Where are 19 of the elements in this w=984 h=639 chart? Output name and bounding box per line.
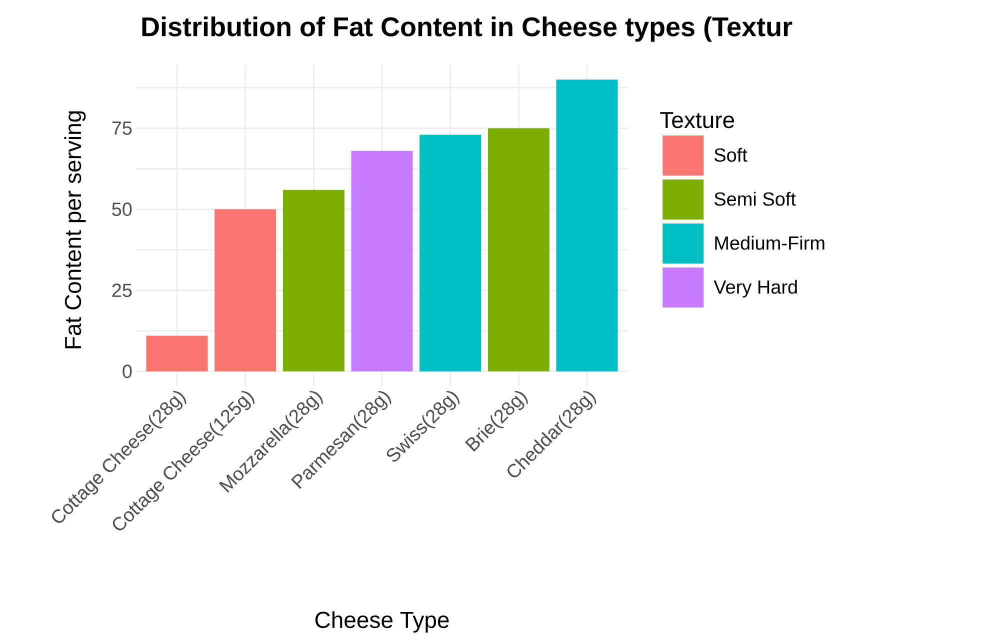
bar xyxy=(488,128,550,372)
bar xyxy=(556,80,618,372)
legend-label: Semi Soft xyxy=(714,192,796,206)
y-tick-label: 50 xyxy=(112,202,132,216)
y-tick-label: 75 xyxy=(112,122,132,135)
bar xyxy=(146,336,208,372)
y-tick-label: 0 xyxy=(122,364,132,378)
bar xyxy=(420,134,482,372)
bar xyxy=(282,190,344,372)
legend-label: Soft xyxy=(714,148,748,162)
legend-title: Texture xyxy=(660,112,734,128)
x-axis-title: Cheese Type xyxy=(315,611,449,633)
y-tick-label: 25 xyxy=(112,284,132,298)
bar xyxy=(214,209,276,372)
chart-title: Distribution of Fat Content in Cheese types (Textur xyxy=(142,16,792,42)
legend-label: Medium-Firm xyxy=(715,236,824,250)
y-axis-title: Fat Content per serving xyxy=(64,111,86,348)
bar xyxy=(351,150,413,372)
legend-label: Very Hard xyxy=(714,280,797,298)
